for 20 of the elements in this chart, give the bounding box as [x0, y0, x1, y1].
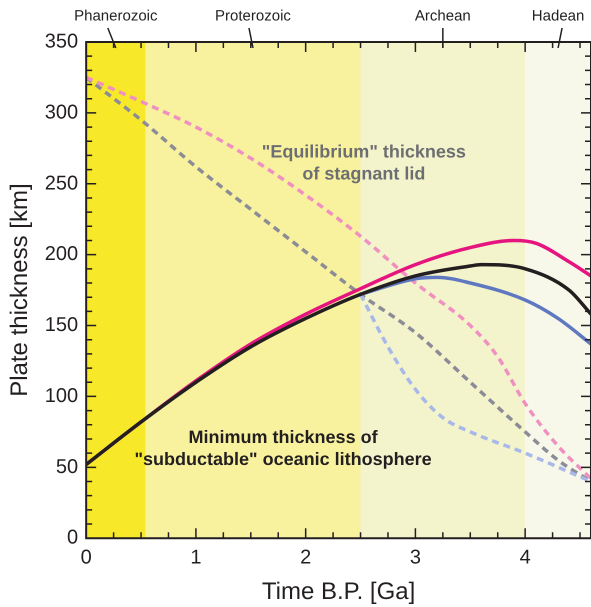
y-tick-label: 0	[67, 526, 78, 549]
band-label: Hadean	[532, 8, 584, 25]
y-tick-label: 350	[44, 30, 78, 53]
x-tick-label: 3	[410, 546, 421, 569]
y-tick-label: 150	[44, 314, 78, 336]
x-tick-label: 4	[520, 546, 531, 569]
x-axis-title: Time B.P. [Ga]	[262, 578, 416, 606]
band-label: Archean	[414, 8, 471, 25]
y-tick-label: 100	[44, 384, 78, 407]
y-tick-label: 250	[44, 172, 78, 194]
y-tick-label: 300	[44, 101, 78, 124]
band-label: Proterozoic	[215, 8, 292, 25]
band-label: Phanerozoic	[74, 8, 158, 25]
x-tick-label: 2	[300, 546, 312, 569]
x-tick-label: 1	[190, 546, 202, 569]
y-axis-title: Plate thickness [km]	[6, 183, 34, 397]
y-tick-label: 200	[44, 243, 78, 266]
annotation: Minimum thickness of "subductable" oceanic lithosphere	[134, 426, 432, 469]
y-tick-label: 50	[56, 456, 78, 478]
annotation: "Equilibrium" thickness of stagnant lid	[262, 142, 466, 184]
